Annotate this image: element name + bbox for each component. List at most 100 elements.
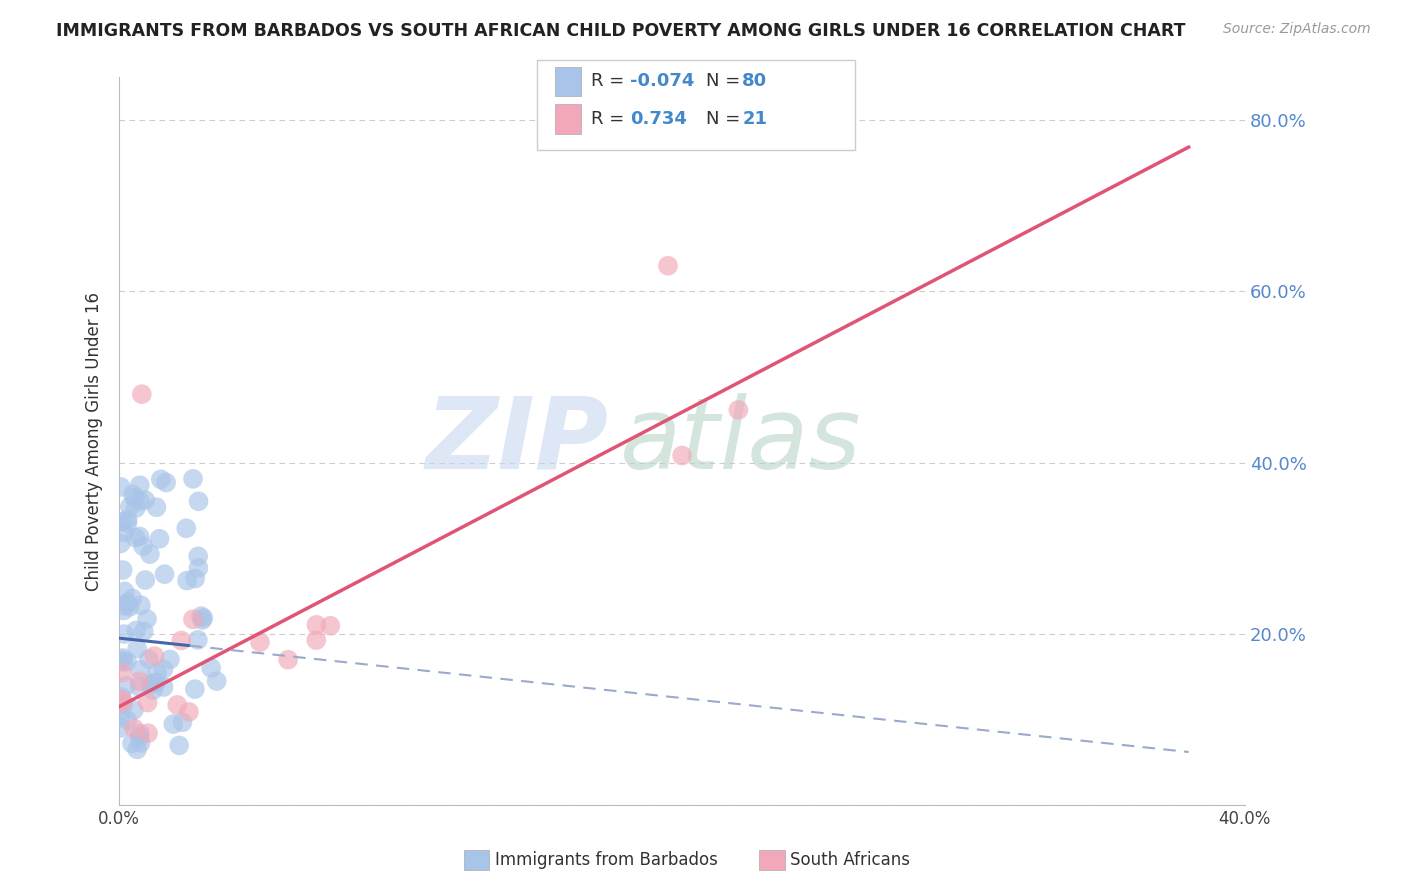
Point [114, 584, 136, 599]
Point [115, 713, 138, 727]
Text: 21: 21 [742, 110, 768, 128]
Point [249, 635, 271, 649]
Point [170, 633, 193, 648]
Point [191, 613, 214, 627]
Text: atlas: atlas [620, 392, 862, 490]
Point [193, 611, 215, 625]
Point [118, 500, 141, 514]
Point [152, 680, 174, 694]
Point [111, 515, 134, 529]
Point [128, 478, 150, 492]
Point [146, 665, 169, 680]
Point [277, 653, 299, 667]
Point [187, 494, 209, 508]
Point [131, 387, 153, 401]
Text: R =: R = [591, 72, 630, 90]
Point [110, 536, 132, 550]
Point [110, 708, 132, 723]
Text: Source: ZipAtlas.com: Source: ZipAtlas.com [1223, 22, 1371, 37]
Point [129, 494, 152, 508]
Point [200, 661, 222, 675]
Point [115, 679, 138, 693]
Point [110, 721, 132, 735]
Point [127, 641, 149, 656]
Point [671, 449, 693, 463]
Text: IMMIGRANTS FROM BARBADOS VS SOUTH AFRICAN CHILD POVERTY AMONG GIRLS UNDER 16 COR: IMMIGRANTS FROM BARBADOS VS SOUTH AFRICA… [56, 22, 1185, 40]
Point [177, 705, 200, 719]
Point [181, 612, 204, 626]
Point [111, 696, 134, 710]
Point [112, 655, 135, 669]
Point [117, 516, 139, 531]
Point [110, 690, 132, 704]
Point [139, 547, 162, 561]
Point [142, 675, 165, 690]
Point [122, 487, 145, 501]
Point [138, 652, 160, 666]
Point [162, 717, 184, 731]
Point [159, 652, 181, 666]
Point [125, 742, 148, 756]
Point [125, 624, 148, 638]
Point [139, 678, 162, 692]
Point [166, 698, 188, 712]
Point [167, 739, 190, 753]
Point [187, 632, 209, 647]
Point [145, 500, 167, 515]
Point [172, 715, 194, 730]
Point [110, 653, 132, 667]
Point [190, 609, 212, 624]
Point [112, 651, 135, 665]
Point [128, 529, 150, 543]
Point [148, 532, 170, 546]
Point [115, 655, 138, 669]
Point [152, 662, 174, 676]
Point [305, 617, 328, 632]
Point [136, 612, 159, 626]
Point [112, 525, 135, 540]
Text: -0.074: -0.074 [630, 72, 695, 90]
Point [136, 696, 159, 710]
Text: N =: N = [706, 110, 745, 128]
Point [129, 736, 152, 750]
Point [112, 627, 135, 641]
Point [112, 599, 135, 613]
Point [176, 574, 198, 588]
Point [125, 501, 148, 516]
Point [174, 521, 197, 535]
Point [128, 730, 150, 744]
Point [134, 493, 156, 508]
Point [153, 567, 176, 582]
Point [129, 598, 152, 612]
Point [122, 722, 145, 736]
Point [121, 737, 143, 751]
Point [319, 619, 342, 633]
Text: 0.734: 0.734 [630, 110, 686, 128]
Point [111, 563, 134, 577]
Point [124, 491, 146, 505]
Point [121, 591, 143, 606]
Text: South Africans: South Africans [790, 851, 910, 869]
Point [132, 624, 155, 639]
Point [205, 674, 228, 689]
Point [132, 539, 155, 553]
Point [155, 475, 177, 490]
Point [145, 675, 167, 690]
Point [122, 703, 145, 717]
Point [727, 403, 749, 417]
Point [184, 682, 207, 697]
Point [129, 663, 152, 677]
Point [136, 726, 159, 740]
Point [124, 531, 146, 545]
Point [657, 259, 679, 273]
Point [184, 572, 207, 586]
Point [143, 648, 166, 663]
Point [187, 561, 209, 575]
Point [112, 698, 135, 712]
Y-axis label: Child Poverty Among Girls Under 16: Child Poverty Among Girls Under 16 [86, 292, 103, 591]
Point [181, 472, 204, 486]
Point [128, 680, 150, 694]
Point [142, 683, 165, 698]
Text: R =: R = [591, 110, 630, 128]
Point [117, 596, 139, 610]
